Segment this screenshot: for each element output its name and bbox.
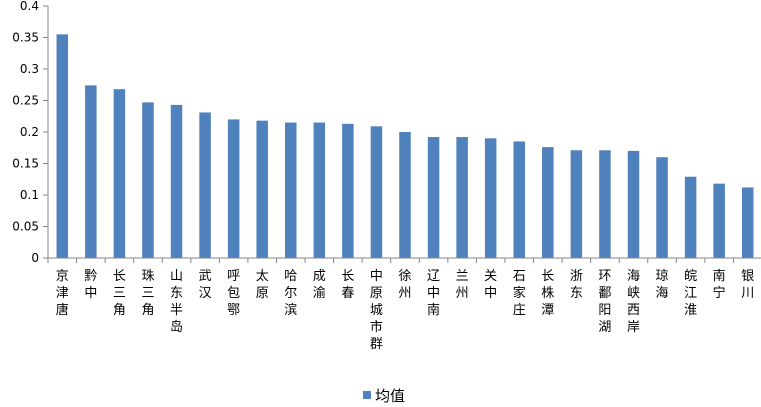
x-category-label: 皖江淮 (684, 269, 697, 318)
legend-swatch (363, 391, 371, 399)
x-category-label: 太原 (256, 269, 269, 301)
y-axis: 0 0.05 0.1 0.15 0.2 0.25 0.3 0.35 0.4 (12, 0, 49, 265)
bar (85, 85, 97, 258)
bars (56, 34, 754, 259)
x-category-label: 成渝 (313, 269, 326, 301)
x-category-label: 石家庄 (513, 269, 526, 318)
x-category-label: 环鄱阳湖 (598, 269, 611, 335)
bar (542, 147, 554, 258)
x-category-label: 南宁 (713, 268, 726, 301)
bar (713, 183, 725, 258)
bar (599, 150, 611, 258)
bar (427, 137, 440, 258)
x-category-label: 黔中 (84, 269, 97, 301)
x-category-label: 银川 (741, 269, 754, 301)
bar (741, 187, 754, 258)
y-tick-label: 0.25 (12, 94, 39, 108)
bar (484, 138, 497, 258)
x-category-label: 中原城市群 (370, 269, 383, 352)
bar (342, 123, 354, 258)
bar (627, 150, 640, 258)
x-category-label: 京津唐 (56, 269, 69, 318)
bar (313, 122, 326, 258)
y-tick-label: 0.35 (12, 31, 39, 45)
x-category-label: 徐州 (398, 269, 411, 301)
bar (684, 176, 697, 258)
bar (170, 104, 183, 258)
bar (570, 150, 583, 258)
y-tick-label: 0.2 (20, 125, 39, 139)
y-tick-label: 0.3 (20, 62, 39, 76)
bar (370, 126, 383, 258)
legend: 均值 (363, 387, 405, 405)
legend-label: 均值 (375, 387, 405, 405)
x-category-label: 琼海 (656, 269, 669, 301)
bar (56, 34, 69, 258)
bar (656, 157, 668, 258)
bar (113, 89, 126, 258)
x-category-label: 哈尔滨 (284, 269, 297, 318)
y-tick-label: 0 (31, 251, 39, 265)
x-category-label: 浙东 (570, 269, 583, 301)
bar (513, 141, 525, 258)
y-tick-label: 0.1 (20, 188, 39, 202)
x-category-label: 长株潭 (541, 269, 554, 318)
x-category-label: 长春 (341, 269, 354, 301)
y-tick-label: 0.05 (12, 220, 39, 234)
bar (256, 120, 268, 258)
x-category-label: 山东半岛 (170, 269, 183, 335)
x-category-label: 关中 (484, 269, 497, 301)
y-tick-label: 0.4 (20, 0, 39, 13)
x-category-label: 珠三角 (141, 269, 154, 318)
bar (285, 122, 297, 258)
bar (399, 132, 411, 258)
x-category-label: 兰州 (456, 269, 469, 301)
bar (142, 102, 154, 258)
y-tick-label: 0.15 (12, 157, 39, 171)
x-category-label: 海峡西岸 (627, 269, 640, 335)
bar (199, 112, 211, 258)
bar (456, 137, 468, 258)
bar (227, 119, 240, 259)
x-category-label: 长三角 (113, 269, 126, 318)
x-category-label: 武汉 (199, 269, 212, 301)
x-category-label: 辽中南 (427, 269, 440, 318)
x-category-label: 呼包鄂 (227, 269, 240, 318)
